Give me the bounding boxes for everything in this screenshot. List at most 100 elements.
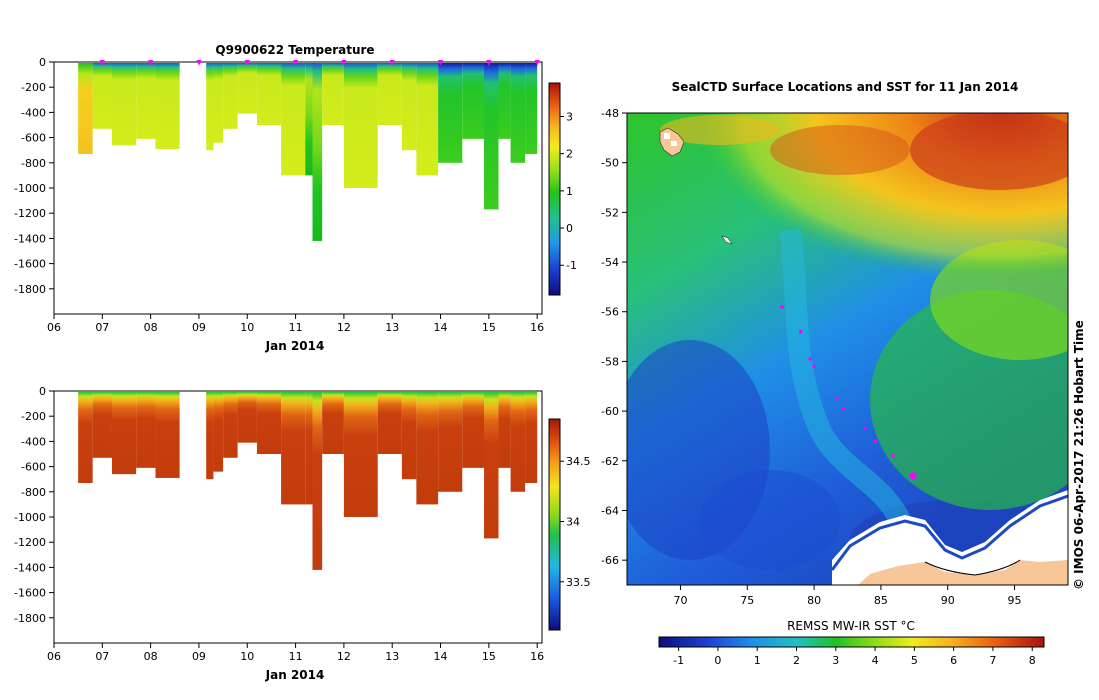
colorbar-tick-label: 1 — [566, 185, 573, 198]
x-tick-label: 16 — [530, 650, 544, 663]
salinity-section-panel: 06 07 08 09 10 11 12 13 14 15 16 0 -200 -400 -600 -800… — [14, 385, 590, 682]
sst-colorbar-tick-label: 0 — [714, 654, 721, 667]
salinity-profile-bar — [416, 392, 439, 505]
temperature-profile-bar — [78, 63, 93, 154]
y-tick-label: -1600 — [14, 258, 46, 271]
sst-colorbar-ticks: -1 0 1 2 3 4 5 6 7 8 — [673, 647, 1036, 667]
temperature-profile-bar — [136, 63, 156, 139]
x-tick-label: 06 — [47, 650, 61, 663]
day-marker — [293, 60, 299, 66]
temperature-colorbar-ticks: 3 2 1 0 -1 — [560, 110, 577, 272]
temperature-profile-bar — [343, 63, 378, 188]
salinity-profile-bar — [322, 392, 344, 454]
y-tick-label: -600 — [21, 461, 46, 474]
x-tick-label: 11 — [289, 321, 303, 334]
salinity-x-axis: 06 07 08 09 10 11 12 13 14 15 16 — [47, 643, 544, 663]
sst-colorbar-tick-label: 6 — [950, 654, 957, 667]
map-y-tick-label: -56 — [601, 306, 619, 319]
map-x-tick-label: 75 — [740, 594, 754, 607]
x-tick-label: 12 — [337, 321, 351, 334]
temperature-profile-bar — [256, 63, 282, 125]
temperature-profile-bar — [525, 63, 538, 154]
temperature-profile-bar — [155, 63, 180, 149]
colorbar-tick-label: 34 — [566, 515, 580, 528]
day-marker — [341, 60, 347, 66]
map-y-tick-label: -66 — [601, 554, 619, 567]
temperature-section-panel: Q9900622 Temperature 06 07 08 09 10 11 12 13 14 1… — [14, 43, 577, 353]
temperature-profile-bar — [510, 63, 526, 163]
day-marker — [486, 60, 492, 66]
temperature-profile-bar — [401, 63, 417, 151]
colorbar-tick-label: 3 — [566, 110, 573, 123]
y-tick-label: -1000 — [14, 511, 46, 524]
temperature-profile-bar — [213, 63, 224, 143]
map-y-tick-label: -48 — [601, 107, 619, 120]
map-y-tick-label: -60 — [601, 405, 619, 418]
salinity-profile-bar — [78, 392, 93, 483]
map-x-tick-label: 90 — [941, 594, 955, 607]
sst-colorbar-tick-label: 8 — [1029, 654, 1036, 667]
y-tick-label: -1400 — [14, 561, 46, 574]
colorbar-tick-label: 0 — [566, 222, 573, 235]
salinity-profile-bar — [237, 392, 257, 443]
track-point — [798, 329, 803, 334]
sst-colorbar-tick-label: 1 — [754, 654, 761, 667]
salinity-profile-bar — [498, 392, 511, 468]
sst-map-frame — [626, 112, 1069, 586]
track-point — [780, 304, 784, 309]
map-x-tick-label: 85 — [874, 594, 888, 607]
x-tick-label: 07 — [95, 650, 109, 663]
salinity-profile-bar — [377, 392, 402, 454]
y-tick-label: -400 — [21, 435, 46, 448]
sst-colorbar-tick-label: 2 — [793, 654, 800, 667]
salinity-profile-bar — [510, 392, 526, 492]
salinity-profile-bar — [281, 392, 306, 505]
map-y-tick-label: -62 — [601, 455, 619, 468]
temperature-x-axis: 06 07 08 09 10 11 12 13 14 15 16 — [47, 314, 544, 334]
salinity-profile-bar — [136, 392, 156, 468]
map-x-tick-label: 95 — [1008, 594, 1022, 607]
x-tick-label: 08 — [144, 650, 158, 663]
temperature-profile-bar — [438, 63, 463, 163]
seal-track — [780, 304, 917, 480]
x-tick-label: 13 — [385, 650, 399, 663]
temperature-profile-bar — [206, 63, 214, 151]
temperature-profiles — [78, 63, 538, 241]
salinity-profile-bar — [223, 392, 238, 458]
temperature-x-label: Jan 2014 — [265, 339, 325, 353]
y-tick-label: -1800 — [14, 283, 46, 296]
y-tick-label: -200 — [21, 410, 46, 423]
sst-colorbar-tick-label: 4 — [872, 654, 879, 667]
track-point — [873, 439, 878, 443]
temperature-profile-bar — [484, 63, 499, 210]
y-tick-label: -1200 — [14, 207, 46, 220]
sst-map-field — [627, 113, 1068, 585]
x-tick-label: 13 — [385, 321, 399, 334]
sst-colorbar-tick-label: 3 — [832, 654, 839, 667]
track-point — [835, 396, 839, 401]
current-position-marker — [909, 472, 917, 480]
salinity-profile-bar — [525, 392, 538, 483]
x-tick-label: 12 — [337, 650, 351, 663]
salinity-profile-bar — [484, 392, 499, 539]
day-marker — [99, 60, 105, 66]
y-tick-label: 0 — [39, 385, 46, 398]
salinity-y-axis: 0 -200 -400 -600 -800 -1000 -1200 -1400 -1600 -18… — [14, 385, 54, 625]
temperature-profile-bar — [92, 63, 112, 129]
salinity-profile-bar — [213, 392, 224, 472]
y-tick-label: 0 — [39, 56, 46, 69]
temperature-profile-bar — [416, 63, 439, 176]
colorbar-tick-label: 33.5 — [566, 576, 591, 589]
y-tick-label: -1200 — [14, 536, 46, 549]
temperature-colorbar — [548, 82, 561, 296]
y-tick-label: -800 — [21, 486, 46, 499]
salinity-profile-bar — [206, 392, 214, 480]
x-tick-label: 06 — [47, 321, 61, 334]
track-point — [863, 426, 867, 431]
imos-credit: © IMOS 06-Apr-2017 21:26 Hobart Time — [1072, 320, 1086, 590]
map-y-tick-label: -64 — [601, 504, 619, 517]
temperature-profile-bar — [237, 63, 257, 114]
temperature-profile-bar — [377, 63, 402, 125]
salinity-profile-bar — [256, 392, 282, 454]
temperature-profile-bar — [305, 63, 313, 176]
